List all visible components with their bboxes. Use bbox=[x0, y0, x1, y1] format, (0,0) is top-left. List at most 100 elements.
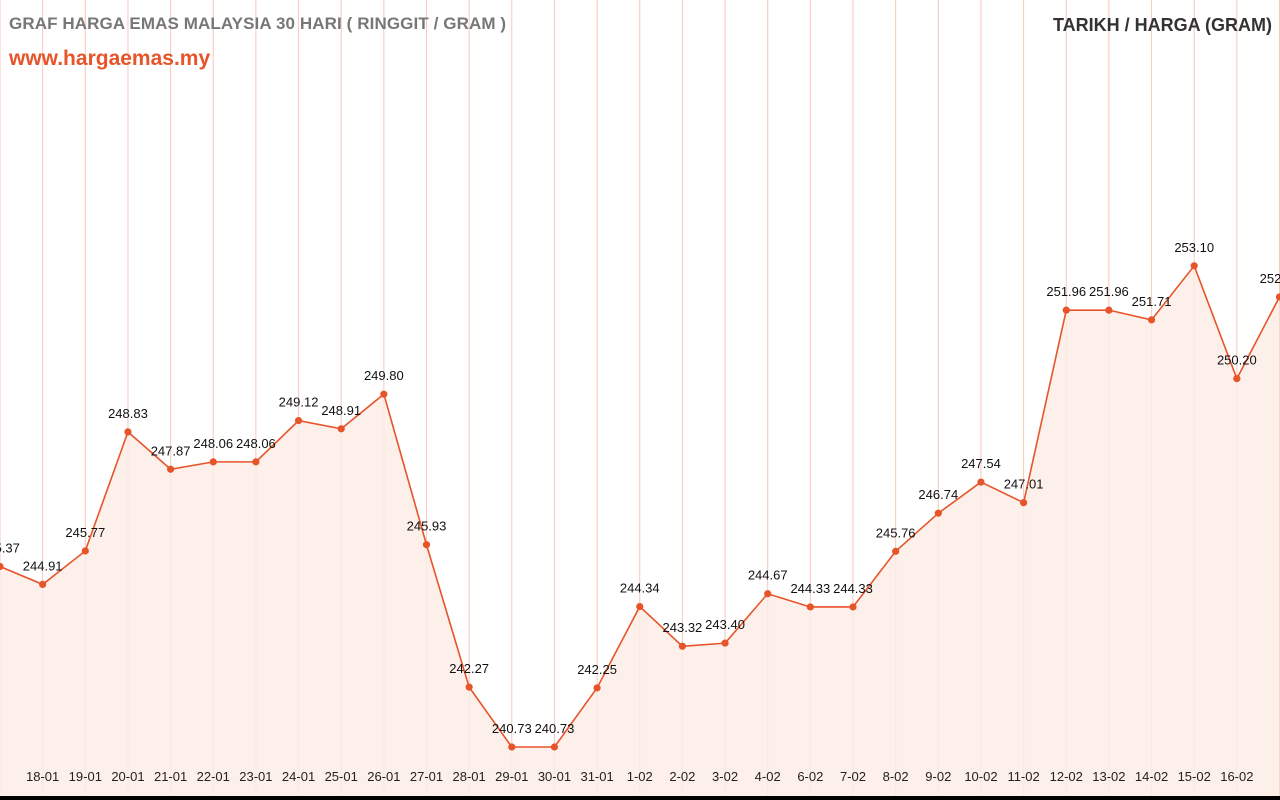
data-point bbox=[465, 683, 473, 691]
data-point bbox=[806, 603, 814, 611]
data-label: 245.77 bbox=[65, 525, 105, 540]
x-tick-label: 15-02 bbox=[1178, 769, 1211, 784]
x-tick-label: 2-02 bbox=[669, 769, 695, 784]
data-label: 240.73 bbox=[492, 721, 532, 736]
data-point bbox=[209, 458, 217, 466]
data-label: 244.91 bbox=[23, 558, 63, 573]
x-tick-label: 16-02 bbox=[1220, 769, 1253, 784]
data-label: 244.34 bbox=[620, 581, 660, 596]
data-label: 249.80 bbox=[364, 368, 404, 383]
data-point bbox=[1062, 306, 1070, 314]
x-tick-label: 4-02 bbox=[755, 769, 781, 784]
x-tick-label: 27-01 bbox=[410, 769, 443, 784]
data-point bbox=[977, 478, 985, 486]
data-label: 245.37 bbox=[0, 541, 20, 556]
data-point bbox=[721, 639, 729, 647]
x-tick-label: 21-01 bbox=[154, 769, 187, 784]
x-tick-label: 20-01 bbox=[111, 769, 144, 784]
data-label: 244.67 bbox=[748, 568, 788, 583]
x-tick-label: 3-02 bbox=[712, 769, 738, 784]
x-tick-label: 25-01 bbox=[325, 769, 358, 784]
data-label: 242.27 bbox=[449, 661, 489, 676]
data-label: 244.33 bbox=[833, 581, 873, 596]
x-axis-ticks: 18-01 19-01 20-01 21-01 22-01 23-01 24-01 25-01… bbox=[26, 769, 1253, 784]
data-point bbox=[124, 428, 132, 436]
data-label: 251.96 bbox=[1089, 284, 1129, 299]
data-points bbox=[0, 262, 1280, 751]
legend-label: TARIKH / HARGA (GRAM) bbox=[1053, 15, 1272, 35]
data-label: 243.40 bbox=[705, 617, 745, 632]
data-label: 240.73 bbox=[535, 721, 575, 736]
x-tick-label: 11-02 bbox=[1007, 769, 1039, 784]
data-label: 247.54 bbox=[961, 456, 1001, 471]
data-point bbox=[849, 603, 857, 611]
x-tick-label: 8-02 bbox=[883, 769, 909, 784]
data-label: 251.96 bbox=[1046, 284, 1086, 299]
x-tick-label: 24-01 bbox=[282, 769, 315, 784]
x-tick-label: 1-02 bbox=[627, 769, 653, 784]
data-point bbox=[81, 547, 89, 555]
data-point bbox=[934, 509, 942, 517]
data-label: 247.01 bbox=[1004, 477, 1044, 492]
x-tick-label: 30-01 bbox=[538, 769, 571, 784]
data-label: 250.20 bbox=[1217, 353, 1257, 368]
data-point bbox=[0, 562, 4, 571]
x-tick-label: 13-02 bbox=[1092, 769, 1125, 784]
data-label: 242.25 bbox=[577, 662, 617, 677]
x-tick-label: 23-01 bbox=[239, 769, 272, 784]
data-label: 246.74 bbox=[918, 487, 958, 502]
x-tick-label: 26-01 bbox=[367, 769, 400, 784]
data-label: 248.83 bbox=[108, 406, 148, 421]
x-tick-label: 18-01 bbox=[26, 769, 59, 784]
data-point bbox=[636, 602, 644, 611]
x-tick-label: 19-01 bbox=[69, 769, 102, 784]
data-point bbox=[380, 390, 388, 398]
data-point bbox=[252, 458, 260, 466]
site-link[interactable]: www.hargaemas.my bbox=[9, 47, 211, 70]
data-label: 245.93 bbox=[407, 519, 447, 534]
data-point bbox=[1105, 306, 1113, 314]
data-point bbox=[294, 417, 303, 425]
data-label: 245.76 bbox=[876, 525, 916, 540]
data-point bbox=[593, 684, 601, 692]
data-point bbox=[1275, 293, 1280, 301]
data-label: 243.32 bbox=[663, 620, 703, 635]
data-point bbox=[1233, 375, 1241, 383]
data-label: 248.06 bbox=[193, 436, 233, 451]
data-point bbox=[1147, 316, 1156, 324]
data-point bbox=[1190, 262, 1198, 270]
price-area-fill bbox=[0, 265, 1280, 796]
data-point bbox=[1020, 499, 1028, 507]
chart-title: GRAF HARGA EMAS MALAYSIA 30 HARI ( RINGG… bbox=[9, 14, 507, 33]
data-point bbox=[422, 541, 431, 549]
x-tick-label: 10-02 bbox=[964, 769, 997, 784]
data-label: 248.91 bbox=[321, 403, 361, 418]
x-tick-label: 22-01 bbox=[197, 769, 230, 784]
data-label: 253.10 bbox=[1174, 240, 1214, 255]
x-tick-label: 14-02 bbox=[1135, 769, 1168, 784]
x-tick-label: 31-01 bbox=[580, 769, 613, 784]
data-point bbox=[167, 465, 175, 473]
data-point bbox=[337, 425, 345, 433]
data-point bbox=[678, 642, 687, 650]
data-label: 249.12 bbox=[279, 395, 319, 410]
data-label: 247.87 bbox=[151, 443, 191, 458]
data-point bbox=[39, 580, 47, 588]
data-label: 251.71 bbox=[1132, 294, 1172, 309]
data-label: 248.06 bbox=[236, 436, 276, 451]
data-point bbox=[550, 743, 559, 751]
data-point bbox=[508, 743, 516, 751]
x-tick-label: 29-01 bbox=[495, 769, 528, 784]
data-label: 252.30 bbox=[1260, 271, 1280, 286]
data-point bbox=[892, 547, 900, 555]
data-labels: 245.37244.91245.77248.83247.87248.06248.… bbox=[0, 240, 1280, 736]
x-tick-label: 6-02 bbox=[797, 769, 823, 784]
x-tick-label: 7-02 bbox=[840, 769, 866, 784]
x-tick-label: 28-01 bbox=[453, 769, 486, 784]
x-tick-label: 12-02 bbox=[1050, 769, 1083, 784]
bottom-border bbox=[0, 796, 1280, 800]
data-label: 244.33 bbox=[790, 581, 830, 596]
data-point bbox=[764, 590, 772, 598]
